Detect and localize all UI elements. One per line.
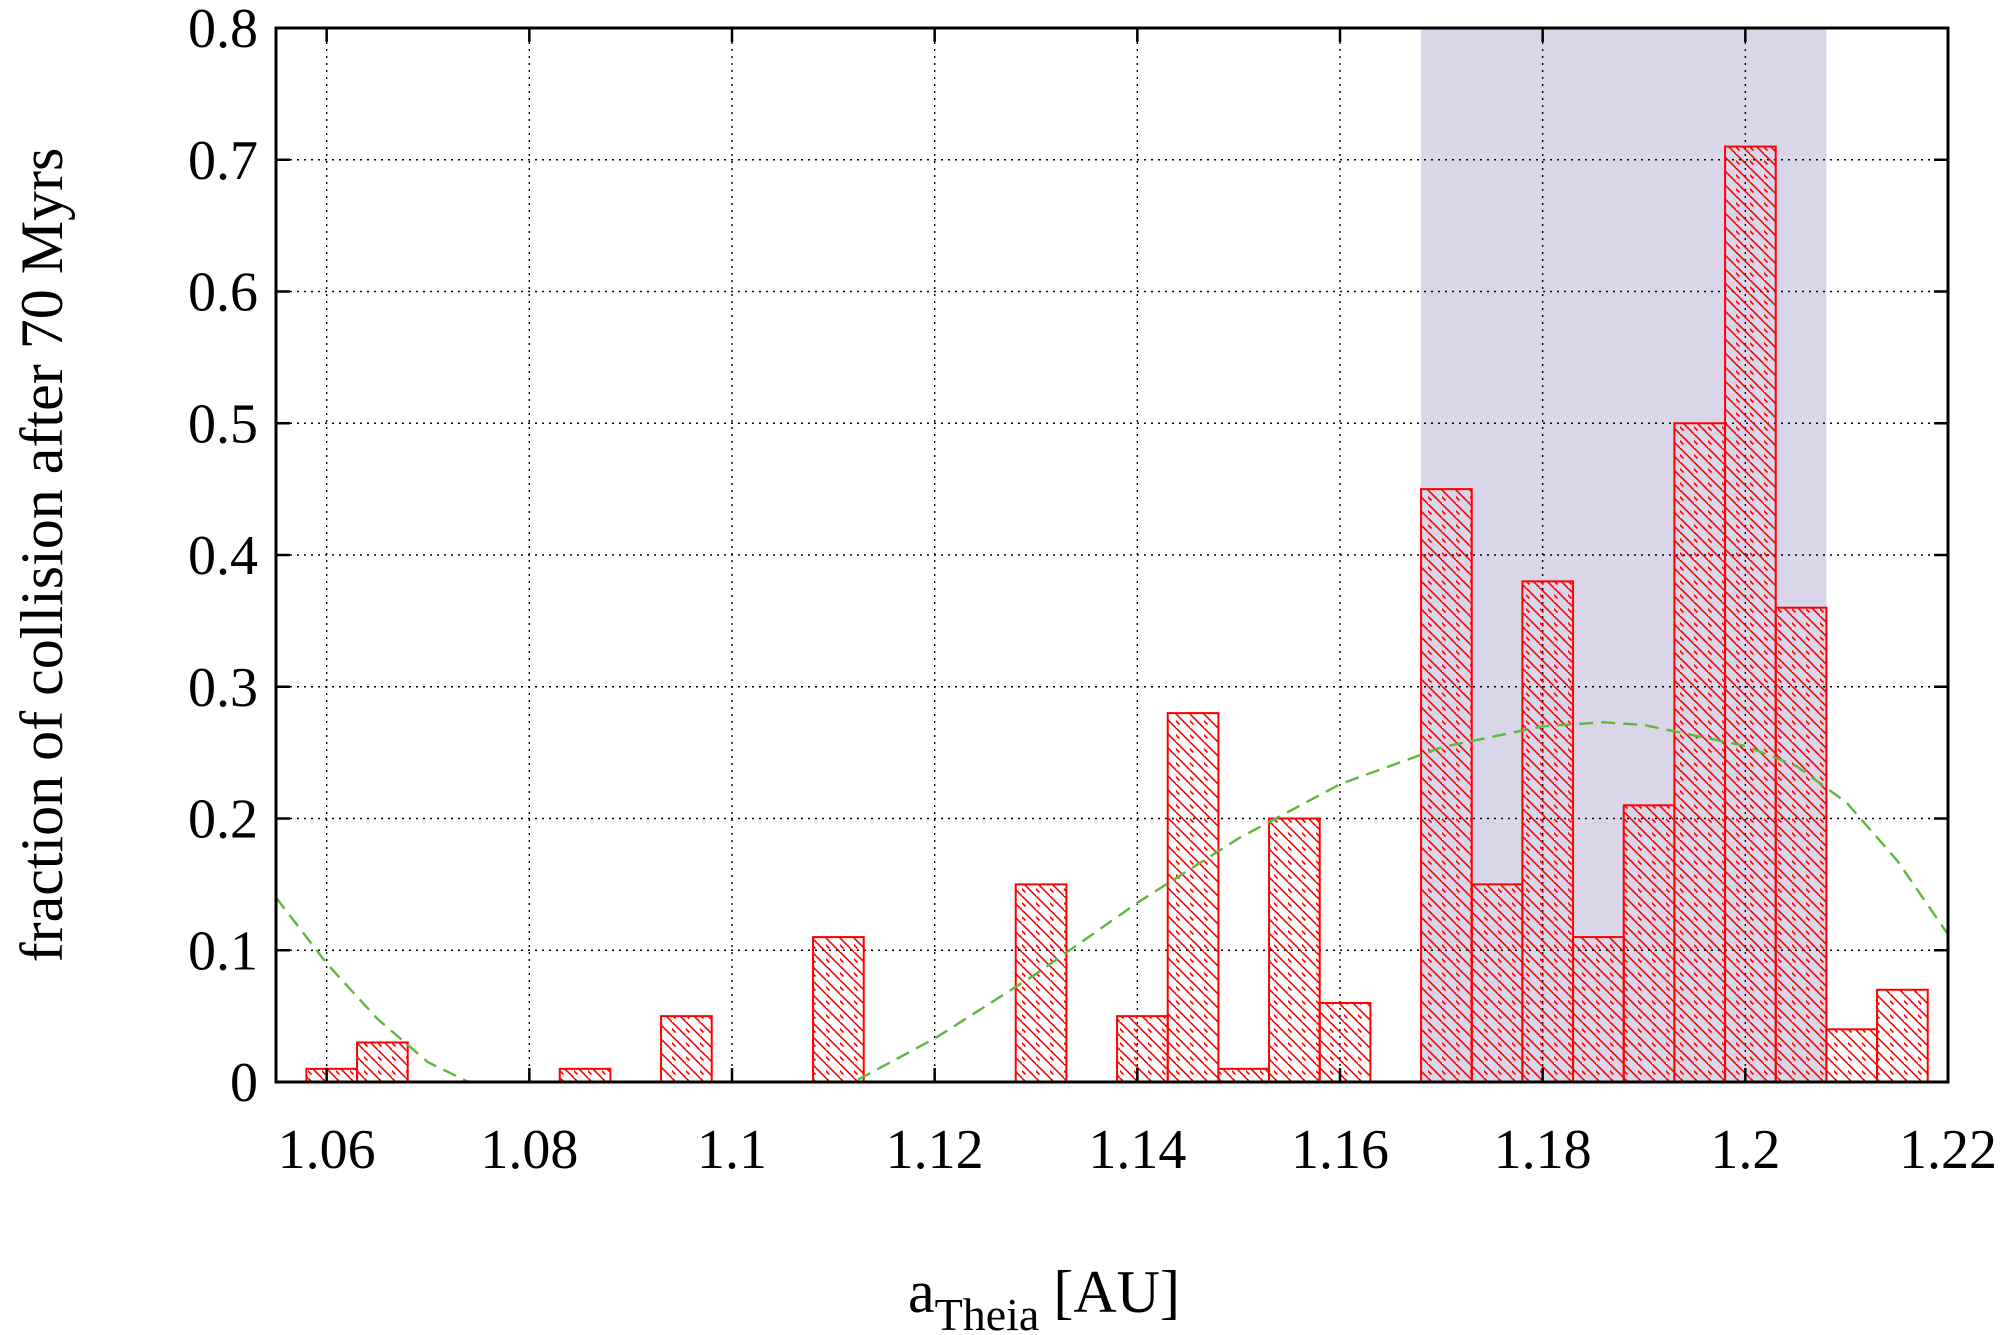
x-axis-title-subscript: Theia — [935, 1289, 1040, 1335]
y-tick-label-6: 0.6 — [188, 262, 258, 324]
bar-4 — [812, 936, 865, 1084]
bar-17 — [1724, 145, 1777, 1083]
bar-16 — [1673, 422, 1727, 1083]
y-tick-labels: 0 0.1 0.2 0.3 0.4 0.5 0.6 0.7 0.8 — [188, 0, 258, 1114]
x-axis-title: aTheia [AU] — [908, 1259, 1180, 1335]
bar-11 — [1420, 488, 1473, 1083]
bar-19 — [1825, 1028, 1879, 1084]
x-tick-labels: 1.06 1.08 1.1 1.12 1.14 1.16 1.18 1.2 1.22 — [278, 1119, 1997, 1181]
fit-curve — [276, 721, 1948, 1082]
bar-7 — [1166, 712, 1220, 1083]
x-tick-label-5: 1.16 — [1291, 1119, 1389, 1181]
bar-13 — [1521, 580, 1575, 1083]
bar-12 — [1470, 883, 1524, 1083]
bar-3 — [660, 1015, 713, 1083]
y-tick-label-3: 0.3 — [188, 657, 258, 719]
bar-5 — [1014, 883, 1068, 1083]
bar-18 — [1774, 606, 1828, 1083]
bar-15 — [1622, 804, 1676, 1083]
bar-20 — [1876, 988, 1929, 1084]
x-tick-label-4: 1.14 — [1088, 1119, 1186, 1181]
bar-0 — [305, 1067, 359, 1083]
x-tick-label-6: 1.18 — [1494, 1119, 1592, 1181]
x-tick-label-7: 1.2 — [1710, 1119, 1780, 1181]
y-axis-title: fraction of collision after 70 Myrs — [9, 148, 75, 963]
x-tick-label-3: 1.12 — [886, 1119, 984, 1181]
x-tick-label-2: 1.1 — [697, 1119, 767, 1181]
x-tick-label-1: 1.08 — [480, 1119, 578, 1181]
y-tick-label-0: 0 — [230, 1052, 258, 1114]
axis-ticks — [276, 26, 1950, 1084]
y-tick-label-2: 0.2 — [188, 789, 258, 851]
bar-2 — [558, 1067, 612, 1083]
y-tick-label-7: 0.7 — [188, 130, 258, 192]
bar-9 — [1268, 817, 1321, 1083]
bar-14 — [1572, 936, 1625, 1084]
histogram-bars — [305, 145, 1929, 1084]
x-tick-label-0: 1.06 — [278, 1119, 376, 1181]
y-tick-label-5: 0.5 — [188, 393, 258, 455]
x-axis-title-unit: [AU] — [1053, 1259, 1180, 1325]
fit-curve-layer — [276, 721, 1948, 1082]
bar-10 — [1318, 1001, 1372, 1084]
bar-1 — [356, 1041, 409, 1083]
y-tick-label-4: 0.4 — [188, 525, 258, 587]
bar-8 — [1217, 1067, 1271, 1083]
x-tick-label-8: 1.22 — [1899, 1119, 1997, 1181]
x-axis-title-main: a — [908, 1259, 935, 1325]
y-tick-label-1: 0.1 — [188, 920, 258, 982]
y-tick-label-8: 0.8 — [188, 0, 258, 60]
bar-6 — [1116, 1015, 1169, 1083]
